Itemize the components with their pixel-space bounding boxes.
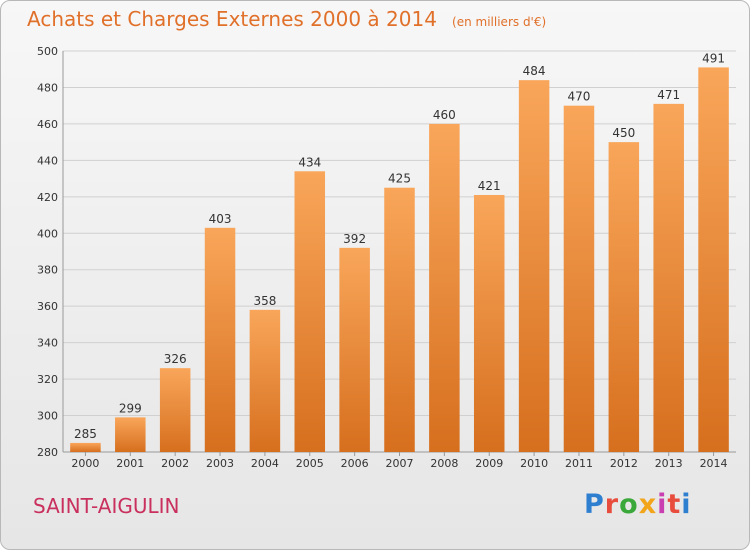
y-tick-label: 460 [37, 118, 58, 131]
bar [339, 247, 370, 452]
x-tick-label: 2006 [341, 457, 369, 470]
unit-note: (en milliers d'€) [452, 15, 547, 29]
bar-value-label: 326 [164, 352, 187, 366]
x-tick-label: 2012 [610, 457, 638, 470]
bar [698, 67, 729, 453]
x-tick-label: 2004 [251, 457, 279, 470]
x-tick-label: 2014 [700, 457, 728, 470]
x-tick-label: 2009 [475, 457, 503, 470]
y-tick-label: 500 [37, 45, 58, 58]
x-tick-label: 2005 [296, 457, 324, 470]
place-name: SAINT-AIGULIN [33, 494, 180, 518]
bar [115, 417, 146, 452]
x-tick-label: 2013 [655, 457, 683, 470]
logo-letter: o [619, 489, 639, 520]
bar-value-label: 403 [209, 212, 232, 226]
y-tick-label: 380 [37, 264, 58, 277]
bar-value-label: 358 [253, 294, 276, 308]
chart-title: Achats et Charges Externes 2000 à 2014 [27, 7, 437, 31]
bar-value-label: 299 [119, 401, 142, 415]
logo-letter: i [681, 489, 692, 520]
bar [653, 103, 684, 452]
bar [518, 80, 550, 452]
logo-letter: x [638, 489, 658, 520]
y-tick-label: 440 [37, 154, 58, 167]
logo-letter: P [584, 489, 605, 520]
y-tick-label: 360 [37, 300, 58, 313]
bar [473, 194, 505, 452]
bar-value-label: 491 [702, 51, 725, 65]
chart-title-block: Achats et Charges Externes 2000 à 2014 (… [27, 7, 546, 31]
bar [429, 123, 460, 452]
bar-value-label: 434 [298, 155, 321, 169]
logo-letter: i [657, 489, 668, 520]
bar [70, 442, 101, 452]
logo-letter: r [604, 489, 620, 520]
y-tick-label: 280 [37, 446, 58, 459]
bar-value-label: 425 [388, 172, 411, 186]
bar-value-label: 471 [657, 88, 680, 102]
bar-value-label: 470 [568, 90, 591, 104]
x-tick-label: 2010 [520, 457, 548, 470]
x-tick-label: 2001 [116, 457, 144, 470]
bar-value-label: 392 [343, 232, 366, 246]
y-tick-label: 420 [37, 191, 58, 204]
bar [294, 171, 326, 453]
bar-value-label: 460 [433, 108, 456, 122]
bar-value-label: 450 [612, 126, 635, 140]
x-tick-label: 2002 [161, 457, 189, 470]
x-tick-label: 2003 [206, 457, 234, 470]
bar [204, 227, 236, 452]
bar [159, 368, 191, 452]
bar [384, 187, 415, 453]
y-tick-label: 480 [37, 81, 58, 94]
bar [249, 309, 281, 452]
x-tick-label: 2007 [386, 457, 414, 470]
bar-value-label: 484 [523, 64, 546, 78]
x-tick-label: 2011 [565, 457, 593, 470]
logo-letter: t [667, 489, 682, 520]
proxiti-logo: Proxiti [584, 489, 692, 520]
y-tick-label: 400 [37, 227, 58, 240]
x-tick-label: 2000 [71, 457, 99, 470]
x-tick-label: 2008 [430, 457, 458, 470]
y-tick-label: 320 [37, 373, 58, 386]
y-tick-label: 340 [37, 337, 58, 350]
y-tick-label: 300 [37, 410, 58, 423]
bar [608, 142, 640, 453]
bar [563, 105, 595, 452]
bar-value-label: 285 [74, 427, 97, 441]
bar-value-label: 421 [478, 179, 501, 193]
